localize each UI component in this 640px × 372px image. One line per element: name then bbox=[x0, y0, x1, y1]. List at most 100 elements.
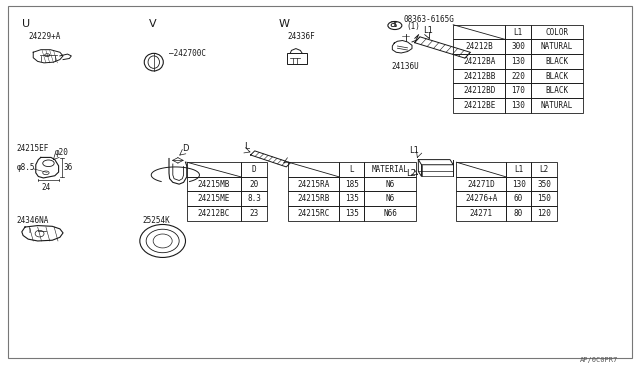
Text: COLOR: COLOR bbox=[545, 28, 568, 36]
Bar bbox=[531, 98, 582, 113]
Bar bbox=[288, 192, 339, 206]
Text: 24215EF: 24215EF bbox=[17, 144, 49, 153]
Text: 24271: 24271 bbox=[470, 209, 493, 218]
Bar bbox=[531, 54, 582, 69]
Text: φ20: φ20 bbox=[55, 148, 68, 157]
Text: L2: L2 bbox=[540, 165, 548, 174]
Text: 24136U: 24136U bbox=[391, 62, 419, 71]
Text: 24212BD: 24212BD bbox=[463, 86, 495, 95]
Bar bbox=[456, 177, 506, 192]
Bar bbox=[453, 69, 505, 83]
Text: 135: 135 bbox=[345, 194, 358, 203]
Text: 150: 150 bbox=[537, 194, 551, 203]
Bar bbox=[364, 177, 417, 192]
Bar bbox=[339, 192, 364, 206]
Bar bbox=[505, 25, 531, 39]
Text: MATERIAL: MATERIAL bbox=[372, 165, 409, 174]
Text: 24212BE: 24212BE bbox=[463, 101, 495, 110]
Text: 24215RC: 24215RC bbox=[298, 209, 330, 218]
Bar bbox=[364, 206, 417, 221]
Bar bbox=[505, 98, 531, 113]
Bar bbox=[506, 192, 531, 206]
Bar bbox=[288, 162, 339, 177]
Bar bbox=[505, 54, 531, 69]
Text: φ8.5: φ8.5 bbox=[17, 163, 35, 171]
Bar bbox=[339, 177, 364, 192]
Text: L: L bbox=[349, 165, 354, 174]
Text: 130: 130 bbox=[511, 57, 525, 66]
Text: NATURAL: NATURAL bbox=[540, 101, 573, 110]
Text: BLACK: BLACK bbox=[545, 71, 568, 81]
Bar bbox=[531, 192, 557, 206]
Text: 185: 185 bbox=[345, 180, 358, 189]
Bar bbox=[453, 39, 505, 54]
Text: V: V bbox=[148, 19, 156, 29]
Text: 8.3: 8.3 bbox=[247, 194, 261, 203]
Bar bbox=[453, 83, 505, 98]
Bar bbox=[241, 177, 268, 192]
Bar bbox=[456, 206, 506, 221]
Text: 24215ME: 24215ME bbox=[198, 194, 230, 203]
Text: 20: 20 bbox=[250, 180, 259, 189]
Bar bbox=[531, 69, 582, 83]
Text: L: L bbox=[244, 142, 249, 151]
Text: 24215RB: 24215RB bbox=[298, 194, 330, 203]
Bar bbox=[531, 206, 557, 221]
Text: L2: L2 bbox=[406, 169, 416, 178]
Text: 120: 120 bbox=[537, 209, 551, 218]
Bar bbox=[456, 192, 506, 206]
Bar bbox=[287, 53, 307, 64]
Bar bbox=[531, 25, 582, 39]
Bar bbox=[241, 192, 268, 206]
Text: 24212B: 24212B bbox=[465, 42, 493, 51]
Text: L1: L1 bbox=[409, 146, 419, 155]
Text: 350: 350 bbox=[537, 180, 551, 189]
Text: 170: 170 bbox=[511, 86, 525, 95]
Bar bbox=[453, 98, 505, 113]
Text: 220: 220 bbox=[511, 71, 525, 81]
Bar bbox=[505, 83, 531, 98]
Text: 135: 135 bbox=[345, 209, 358, 218]
Text: N6: N6 bbox=[386, 194, 395, 203]
Text: 24212BC: 24212BC bbox=[198, 209, 230, 218]
Bar bbox=[531, 162, 557, 177]
Text: a: a bbox=[390, 19, 397, 29]
Text: 80: 80 bbox=[514, 209, 524, 218]
Text: 23: 23 bbox=[250, 209, 259, 218]
Bar bbox=[506, 177, 531, 192]
Text: 25254K: 25254K bbox=[142, 216, 170, 225]
Text: N6: N6 bbox=[386, 180, 395, 189]
Text: 24212BA: 24212BA bbox=[463, 57, 495, 66]
Bar bbox=[531, 83, 582, 98]
Text: 24229+A: 24229+A bbox=[28, 32, 61, 41]
Bar bbox=[241, 206, 268, 221]
Bar bbox=[364, 192, 417, 206]
Text: N66: N66 bbox=[383, 209, 397, 218]
Bar bbox=[456, 162, 506, 177]
Text: (1): (1) bbox=[406, 22, 420, 31]
Bar bbox=[505, 39, 531, 54]
Text: 24271D: 24271D bbox=[467, 180, 495, 189]
Bar bbox=[364, 162, 417, 177]
Bar bbox=[187, 192, 241, 206]
Bar bbox=[241, 162, 268, 177]
Bar bbox=[187, 162, 241, 177]
Bar bbox=[187, 206, 241, 221]
Text: BLACK: BLACK bbox=[545, 86, 568, 95]
Text: 24346NA: 24346NA bbox=[17, 216, 49, 225]
Text: 300: 300 bbox=[511, 42, 525, 51]
Text: L1: L1 bbox=[514, 165, 524, 174]
Text: 08363-6165G: 08363-6165G bbox=[404, 15, 454, 24]
Text: AP/0C0PR7: AP/0C0PR7 bbox=[580, 357, 618, 363]
Text: D: D bbox=[252, 165, 257, 174]
Bar bbox=[531, 177, 557, 192]
Bar bbox=[506, 206, 531, 221]
Bar bbox=[506, 162, 531, 177]
Text: 24: 24 bbox=[42, 183, 51, 192]
Text: 24212BB: 24212BB bbox=[463, 71, 495, 81]
Text: L1: L1 bbox=[423, 26, 433, 35]
Text: 130: 130 bbox=[511, 180, 525, 189]
Text: —242700C: —242700C bbox=[169, 49, 206, 58]
Bar bbox=[187, 177, 241, 192]
Bar bbox=[505, 69, 531, 83]
